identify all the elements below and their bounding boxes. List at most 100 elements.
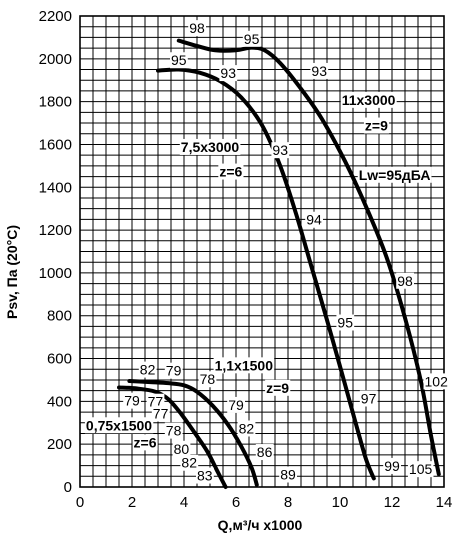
annotation-label: z=9	[265, 379, 291, 396]
annotation-label: 98	[188, 20, 206, 37]
annotation-text: 95	[171, 52, 187, 68]
annotation-background	[255, 444, 274, 461]
annotation-background	[340, 91, 397, 108]
annotation-background	[271, 142, 290, 159]
plot-frame	[79, 15, 445, 488]
annotation-text: 80	[174, 441, 190, 457]
annotation-text: z=9	[365, 118, 388, 134]
x-tick-label: 2	[128, 494, 136, 511]
annotation-background	[363, 117, 390, 134]
y-tick-label: 1600	[39, 136, 72, 153]
annotation-text: 102	[425, 373, 449, 389]
annotation-background	[265, 379, 291, 396]
annotation-text: 7,5x3000	[181, 139, 240, 155]
x-tick-label: 12	[384, 494, 401, 511]
annotation-text: 11x3000	[342, 92, 396, 108]
annotation-label: 93	[219, 65, 238, 82]
annotation-label: z=6	[132, 434, 158, 451]
annotation-text: 105	[409, 461, 433, 477]
annotation-label: 82	[180, 454, 199, 471]
series-curve	[156, 67, 376, 481]
annotation-text: 97	[361, 391, 377, 407]
annotation-label: 105	[407, 461, 434, 478]
annotation-text: 78	[200, 371, 216, 387]
annotation-label: 1,1x1500	[213, 357, 275, 374]
x-axis-title: Q,м³/ч x1000	[218, 517, 303, 533]
annotation-background	[423, 373, 450, 390]
annotation-label: 89	[279, 466, 297, 483]
annotation-label: 95	[170, 52, 188, 69]
annotation-label: 102	[423, 373, 450, 390]
grid	[79, 15, 445, 488]
annotation-background	[138, 361, 157, 378]
annotation-background	[123, 392, 141, 409]
y-tick-label: 600	[47, 351, 72, 368]
annotation-text: 82	[239, 420, 255, 436]
annotation-text: 0,75x1500	[86, 417, 152, 433]
series-curve	[127, 379, 259, 487]
annotation-label: 80	[172, 440, 191, 457]
x-tick-label: 6	[232, 494, 240, 511]
annotation-background	[84, 417, 154, 434]
annotation-label: 99	[383, 457, 401, 474]
annotation-label: 82	[138, 361, 157, 378]
annotation-label: 79	[123, 392, 141, 409]
annotation-background	[218, 163, 244, 180]
annotation-text: 78	[166, 423, 182, 439]
annotation-background	[151, 405, 170, 422]
annotation-text: 77	[153, 405, 169, 421]
annotation-label: z=6	[218, 163, 244, 180]
annotation-label: 79	[164, 362, 183, 379]
annotation-background	[180, 454, 199, 471]
annotation-text: 89	[280, 467, 296, 483]
annotation-label: 93	[310, 62, 329, 79]
annotation-label: 11x3000	[340, 91, 397, 108]
annotation-label: 79	[227, 396, 245, 413]
annotation-background	[279, 466, 297, 483]
annotation-label: 86	[255, 444, 274, 461]
annotation-background	[219, 65, 238, 82]
annotation-text: 79	[228, 397, 244, 413]
plot-border	[79, 15, 445, 488]
annotation-background	[132, 434, 158, 451]
annotation-label: z=9	[363, 117, 390, 134]
annotation-background	[305, 211, 323, 228]
annotation-text: 93	[311, 63, 327, 79]
y-axis-title: Psv, Па (20°C)	[4, 225, 20, 319]
annotation-background	[396, 272, 414, 289]
annotation-label: 83	[196, 467, 214, 484]
y-tick-label: 800	[47, 308, 72, 325]
annotation-label: 95	[242, 30, 261, 47]
annotation-text: 82	[140, 362, 156, 378]
y-tick-label: 0	[64, 479, 72, 496]
annotation-background	[164, 422, 183, 439]
y-tick-label: 2000	[39, 51, 72, 68]
annotation-text: 99	[384, 458, 400, 474]
annotation-label: 98	[396, 272, 414, 289]
y-tick-label: 1400	[39, 179, 72, 196]
annotation-text: 79	[124, 393, 140, 409]
annotation-text: 82	[181, 455, 197, 471]
annotation-background	[188, 20, 206, 37]
annotation-text: 93	[220, 65, 236, 81]
annotation-label: 78	[164, 422, 183, 439]
annotation-background	[407, 461, 434, 478]
annotation-label: 7,5x3000	[179, 138, 241, 155]
x-tick-label: 0	[76, 494, 84, 511]
annotation-text: 95	[244, 31, 260, 47]
annotation-label: 82	[237, 420, 256, 437]
annotation-text: z=6	[219, 164, 242, 180]
annotation-background	[357, 166, 432, 183]
annotation-text: 1,1x1500	[215, 357, 274, 373]
y-tick-label: 1000	[39, 265, 72, 282]
y-tick-label: 1200	[39, 222, 72, 239]
annotation-background	[198, 371, 217, 388]
annotation-label: 97	[359, 390, 378, 407]
x-tick-label: 14	[436, 494, 453, 511]
annotation-text: z=6	[134, 434, 157, 450]
annotation-text: 83	[197, 468, 213, 484]
annotation-label: 0,75x1500	[84, 417, 154, 434]
annotation-background	[242, 30, 261, 47]
annotation-text: Lw=95дБА	[359, 167, 431, 183]
